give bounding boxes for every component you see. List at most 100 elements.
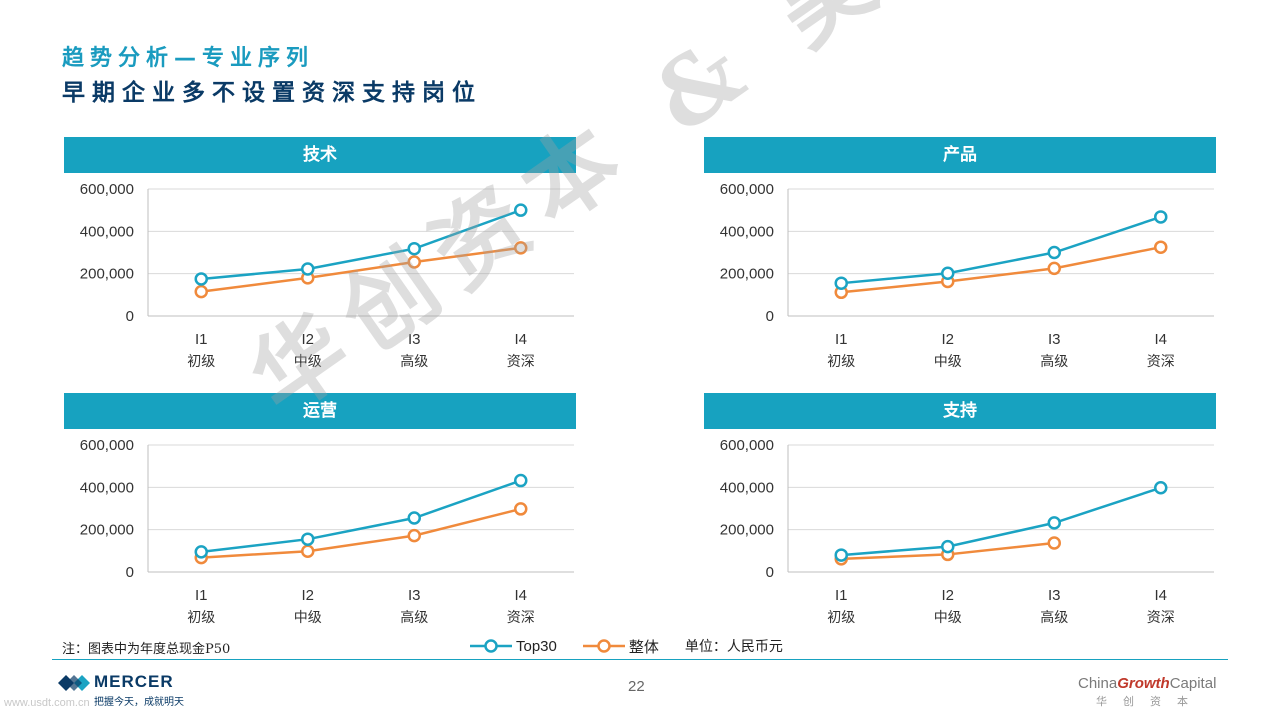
legend-item-overall: 整体 — [582, 636, 659, 657]
x-tick-sublabel: 初级 — [827, 353, 855, 370]
x-tick-sublabel: 资深 — [1147, 610, 1175, 626]
x-tick-sublabel: 高级 — [1040, 353, 1068, 370]
cgc-sub: 华创资本 — [1096, 695, 1204, 708]
data-point-top30 — [407, 511, 421, 525]
mercer-slogan: 把握今天，成就明天 — [94, 697, 184, 708]
x-tick-sublabel: 初级 — [187, 609, 215, 626]
x-tick-label: I1 — [195, 331, 208, 348]
series-line-top30 — [841, 486, 1162, 557]
x-tick-label: I3 — [408, 587, 421, 604]
chart-panel-tech: 技术 0 200,000 400,000 600,000 I1 初级 I2 中级 I3 高级 I4 资… — [64, 137, 576, 382]
legend-marker-overall-icon — [582, 639, 625, 653]
data-point-top30 — [514, 203, 528, 217]
data-point-top30 — [194, 272, 208, 286]
mercer-name: MERCER — [94, 672, 174, 691]
y-tick-label: 600,000 — [720, 437, 774, 454]
x-tick-label: I4 — [1154, 587, 1167, 604]
x-tick-sublabel: 中级 — [294, 354, 322, 370]
x-tick-sublabel: 初级 — [187, 353, 215, 370]
x-tick-sublabel: 高级 — [400, 353, 428, 370]
page-title-line2: 早期企业多不设置资深支持岗位 — [62, 80, 482, 106]
data-point-overall — [1154, 240, 1168, 254]
legend-label-top30: Top30 — [516, 637, 557, 655]
legend-label-overall: 整体 — [628, 638, 659, 656]
cgc-bold: Growth — [1117, 675, 1170, 692]
data-point-overall — [407, 255, 421, 269]
series-line-overall — [201, 507, 522, 559]
data-point-top30 — [407, 241, 421, 256]
x-tick-sublabel: 高级 — [1040, 609, 1068, 626]
data-point-top30 — [1154, 481, 1168, 495]
chart-operations: 0 200,000 400,000 600,000 I1 初级 I2 中级 I3 高级 I4 资深 — [80, 437, 574, 626]
chart-product: 0 200,000 400,000 600,000 I1 初级 I2 中级 I3 高级 I4 资深 — [720, 181, 1214, 370]
y-tick-label: 200,000 — [720, 522, 774, 539]
series-line-top30 — [201, 208, 522, 281]
data-point-top30 — [194, 545, 208, 559]
y-tick-label: 0 — [126, 308, 134, 325]
data-point-overall — [1047, 536, 1061, 550]
series-line-overall — [841, 245, 1161, 294]
x-tick-label: I3 — [1048, 331, 1061, 348]
x-tick-label: I2 — [941, 331, 954, 348]
data-point-top30 — [301, 532, 315, 546]
chart-title: 技术 — [64, 137, 576, 173]
data-point-overall — [301, 544, 315, 559]
footnote: 注：图表中为年度总现金P50 — [62, 642, 231, 657]
y-tick-label: 0 — [126, 564, 134, 581]
x-tick-label: I2 — [301, 331, 314, 348]
y-tick-label: 200,000 — [720, 266, 774, 283]
y-tick-label: 200,000 — [80, 522, 134, 539]
x-tick-label: I4 — [514, 331, 527, 348]
chart-panel-product: 产品 0 200,000 400,000 600,000 I1 初级 I2 中级 I3 高级 I4 资… — [704, 137, 1216, 382]
x-tick-sublabel: 中级 — [934, 354, 962, 370]
data-point-top30 — [1047, 516, 1061, 530]
x-tick-label: I4 — [514, 587, 527, 604]
cgc-logo: ChinaGrowthCapital — [1078, 675, 1216, 692]
series-line-top30 — [841, 215, 1162, 285]
y-tick-label: 200,000 — [80, 266, 134, 283]
data-point-top30 — [834, 548, 848, 562]
x-tick-label: I1 — [835, 587, 848, 604]
data-point-top30 — [1047, 245, 1061, 260]
site-watermark: www.usdt.com.cn — [4, 697, 90, 709]
data-point-top30 — [941, 539, 955, 554]
series-line-top30 — [201, 479, 522, 554]
x-tick-sublabel: 资深 — [507, 610, 535, 626]
y-tick-label: 400,000 — [80, 479, 134, 496]
unit-label: 单位：人民币元 — [684, 639, 783, 655]
y-tick-label: 600,000 — [80, 181, 134, 198]
x-tick-sublabel: 中级 — [294, 610, 322, 626]
chart-panel-support: 支持 0 200,000 400,000 600,000 I1 初级 I2 中级 I3 高级 I4 资… — [704, 393, 1216, 638]
data-point-overall — [194, 284, 208, 299]
y-tick-label: 400,000 — [720, 223, 774, 240]
data-point-top30 — [301, 262, 315, 276]
data-point-top30 — [941, 266, 955, 280]
legend-item-top30: Top30 — [470, 638, 557, 655]
chart-title: 产品 — [704, 137, 1216, 173]
series-line-overall — [201, 246, 521, 293]
chart-support: 0 200,000 400,000 600,000 I1 初级 I2 中级 I3 高级 I4 资深 — [720, 437, 1214, 626]
data-point-overall — [514, 241, 528, 255]
y-tick-label: 0 — [766, 564, 774, 581]
x-tick-label: I2 — [301, 587, 314, 604]
x-tick-sublabel: 资深 — [1147, 354, 1175, 370]
x-tick-label: I2 — [941, 587, 954, 604]
data-point-overall — [514, 502, 528, 516]
x-tick-label: I3 — [1048, 587, 1061, 604]
data-point-top30 — [514, 473, 528, 488]
legend-marker-top30-icon — [470, 639, 512, 653]
y-tick-label: 400,000 — [80, 223, 134, 240]
y-tick-label: 0 — [766, 308, 774, 325]
mercer-mark-icon — [58, 675, 90, 691]
x-tick-label: I1 — [835, 331, 848, 348]
chart-title: 运营 — [64, 393, 576, 429]
x-tick-sublabel: 资深 — [507, 354, 535, 370]
footer-divider — [52, 659, 1228, 660]
data-point-top30 — [1154, 210, 1168, 224]
chart-title: 支持 — [704, 393, 1216, 429]
x-tick-label: I1 — [195, 587, 208, 604]
chart-tech: 0 200,000 400,000 600,000 I1 初级 I2 中级 I3 高级 I4 资深 — [80, 181, 574, 370]
y-tick-label: 600,000 — [720, 181, 774, 198]
data-point-overall — [407, 528, 421, 543]
x-tick-sublabel: 高级 — [400, 609, 428, 626]
